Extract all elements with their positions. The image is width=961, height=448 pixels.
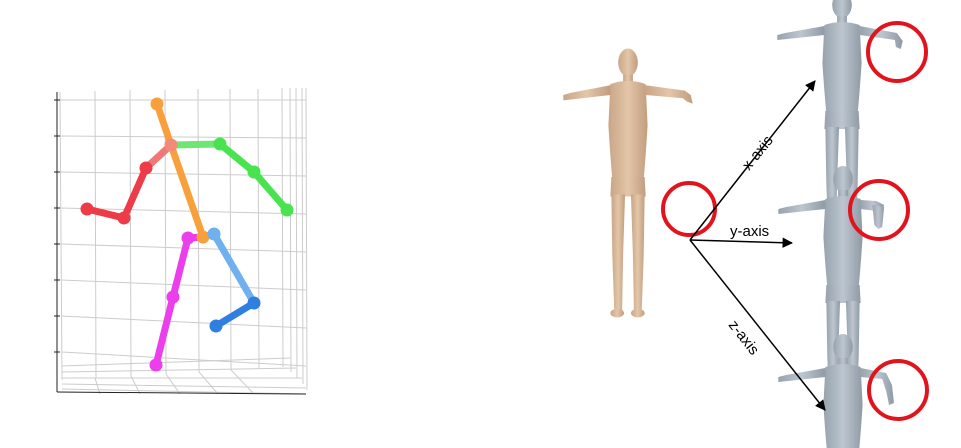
arrow-label-x-axis: x-axis	[739, 132, 777, 173]
joint-right-hand	[80, 202, 94, 216]
grid-line	[198, 371, 219, 395]
bone-left-shin	[212, 299, 258, 330]
bone-spine	[167, 141, 207, 241]
rotation-arrows	[689, 80, 826, 411]
axis-line	[56, 391, 307, 395]
grid-line	[229, 88, 232, 371]
plot-grid	[59, 87, 308, 395]
bone-right-shin	[152, 293, 177, 369]
grid-line	[295, 87, 298, 379]
body-model-y-rotation	[778, 166, 885, 415]
joint-right-ankle	[149, 358, 163, 372]
arrow-z-axis	[689, 239, 826, 411]
highlight-circle-y-wrist	[848, 179, 910, 241]
grid-line	[305, 87, 308, 391]
body-model-z-rotation	[778, 334, 894, 448]
joint-right-hip	[181, 231, 195, 245]
grid-line	[61, 357, 291, 367]
highlight-circles	[661, 21, 929, 421]
skeleton-joints	[80, 97, 294, 372]
joint-head	[150, 97, 164, 111]
bone-neck	[153, 100, 175, 149]
highlight-circle-original-wrist	[661, 181, 717, 237]
bone-right-thigh	[169, 234, 192, 301]
grid-line	[61, 388, 307, 395]
joint-left-hip	[207, 227, 221, 241]
grid-line	[94, 90, 97, 379]
grid-line	[59, 135, 307, 139]
body-model-original	[563, 48, 693, 318]
grid-line	[281, 87, 284, 368]
grid-line	[230, 369, 255, 395]
grid-line	[289, 87, 292, 373]
bone-right-upper-arm	[120, 164, 150, 222]
highlight-circle-z-wrist	[867, 359, 929, 421]
bone-left-upper-arm	[216, 140, 258, 176]
joint-left-ankle	[209, 319, 223, 333]
grid-line	[61, 351, 307, 367]
joint-left-elbow	[247, 165, 261, 179]
bone-left-forearm	[250, 168, 291, 214]
arrow-label-y-axis: y-axis	[730, 223, 769, 240]
grid-line	[257, 88, 260, 369]
skeleton-3d-plot	[54, 87, 308, 395]
body-model-figure	[778, 334, 894, 448]
grid-line	[61, 367, 297, 373]
arrow-y-axis	[689, 237, 794, 248]
joint-neck	[164, 138, 178, 152]
grid-line	[301, 87, 304, 385]
grid-line	[60, 315, 307, 329]
grid-line	[165, 373, 181, 395]
body-model-x-rotation	[777, 0, 903, 241]
body-model-figure	[778, 166, 885, 415]
highlight-circle-x-wrist	[866, 21, 928, 83]
grid-line	[61, 383, 307, 389]
body-model-figure	[563, 48, 693, 318]
arrow-x-axis	[689, 80, 816, 241]
joint-pelvis	[196, 230, 210, 244]
joint-right-wrist	[117, 211, 131, 225]
grid-line	[130, 375, 141, 395]
grid-line	[129, 89, 132, 377]
grid-line	[60, 279, 307, 291]
grid-line	[94, 377, 101, 395]
plot-axis-ticks	[54, 92, 307, 395]
bone-left-thigh	[210, 230, 258, 307]
body-model-figure	[777, 0, 903, 241]
joint-left-shoulder	[213, 137, 227, 151]
joint-left-knee	[247, 296, 261, 310]
grid-line	[59, 91, 63, 381]
joint-right-elbow	[139, 161, 153, 175]
joint-right-knee	[166, 290, 180, 304]
joint-left-wrist	[280, 203, 294, 217]
bone-left-shoulder	[167, 140, 224, 149]
